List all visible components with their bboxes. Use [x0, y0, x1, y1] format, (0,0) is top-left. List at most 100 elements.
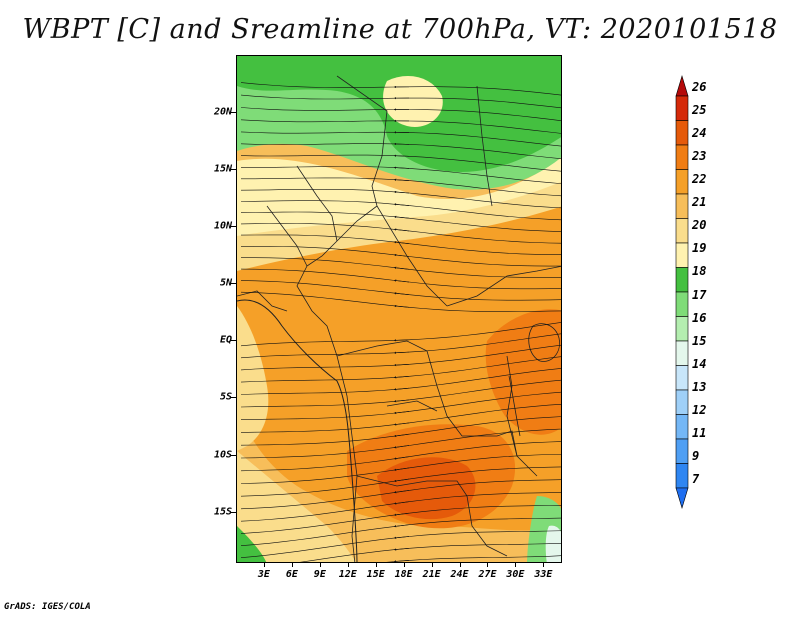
streamline-arrow: [393, 560, 410, 562]
colorbar-segment: [675, 316, 689, 342]
lon-tick-mark: [403, 562, 405, 567]
lon-tick-label: 6E: [285, 569, 298, 580]
streamline-arrow: [393, 411, 410, 415]
colorbar-label: 24: [692, 126, 707, 141]
colorbar-label: 21: [692, 195, 707, 210]
streamline-arrow: [393, 548, 410, 551]
streamline-arrow: [393, 501, 410, 505]
lon-tick-mark: [347, 562, 349, 567]
colorbar-label: 25: [692, 103, 707, 118]
lon-tick-label: 24E: [450, 569, 469, 580]
streamline-arrow: [393, 339, 410, 342]
streamlines: [240, 82, 561, 562]
colorbar-segment: [675, 193, 689, 219]
colorbar-segment: [675, 95, 689, 121]
streamline-arrow: [393, 304, 410, 308]
streamline-arrow: [393, 478, 410, 483]
colorbar-label: 23: [692, 149, 707, 164]
colorbar-label: 14: [692, 356, 707, 371]
lon-tick-label: 3E: [257, 569, 270, 580]
lat-tick-label: 5N: [219, 277, 232, 289]
colorbar-label: 11: [692, 425, 707, 440]
streamline-arrow: [393, 387, 410, 391]
colorbar-segment: [675, 267, 689, 293]
streamline-arrow: [393, 467, 410, 471]
coastline-west: [237, 299, 358, 562]
streamline-arrow: [393, 445, 410, 449]
lake-tanganyika: [508, 375, 521, 437]
streamline-arrow: [393, 166, 410, 169]
colorbar-label: 18: [692, 264, 707, 279]
streamline-arrow: [393, 524, 410, 528]
lon-tick-mark: [431, 562, 433, 567]
lat-tick-mark: [231, 112, 237, 114]
streamline-arrow: [393, 376, 410, 379]
chart-title: WBPT [C] and Sreamline at 700hPa, VT: 20…: [22, 14, 778, 45]
lon-tick-label: 21E: [422, 569, 441, 580]
lat-tick-label: 20N: [213, 106, 232, 118]
streamline-arrow: [393, 203, 410, 206]
colorbar-label: 17: [692, 287, 707, 302]
streamline-arrow: [393, 215, 410, 219]
streamline-arrow: [393, 253, 410, 257]
lat-tick-label: 10S: [213, 449, 232, 461]
colorbar-label: 16: [692, 310, 707, 325]
colorbar-segment: [675, 340, 689, 366]
streamline-arrow: [393, 351, 410, 354]
colorbar-label: 12: [692, 402, 707, 417]
lon-tick-label: 30E: [506, 569, 525, 580]
streamline-arrow: [393, 399, 410, 403]
streamline-arrow: [393, 536, 410, 539]
lon-tick-label: 33E: [534, 569, 553, 580]
wbpt-map: [237, 56, 561, 562]
colorbar-segment: [675, 291, 689, 317]
streamline-arrow: [393, 512, 410, 516]
lon-tick-mark: [319, 562, 321, 567]
streamline-arrow: [393, 266, 410, 270]
colorbar-label: 22: [692, 172, 707, 187]
colorbar-segment: [675, 218, 689, 244]
field-north-patch: [383, 76, 443, 127]
lat-tick-label: 15S: [213, 506, 232, 518]
colorbar-label: 7: [692, 472, 700, 486]
streamline-arrow: [393, 422, 410, 426]
colorbar: [675, 74, 689, 510]
lat-tick-mark: [231, 511, 237, 513]
lat-tick-label: 15N: [213, 163, 232, 175]
lat-tick-mark: [231, 283, 237, 285]
field-west-light: [237, 306, 269, 451]
streamline-arrow: [393, 279, 410, 283]
lat-tick-label: EQ: [219, 334, 232, 346]
lon-tick-mark: [459, 562, 461, 567]
lon-tick-label: 9E: [313, 569, 326, 580]
colorbar-label: 9: [692, 448, 700, 463]
colorbar-label: 26: [692, 80, 707, 94]
lon-tick-label: 15E: [366, 569, 385, 580]
streamline-arrow: [393, 490, 410, 494]
streamline-arrow: [393, 456, 410, 460]
lon-tick-mark: [515, 562, 517, 567]
colorbar-segment: [675, 463, 689, 489]
lat-tick-mark: [231, 226, 237, 228]
colorbar-segment: [675, 120, 689, 146]
lon-tick-label: 12E: [338, 569, 357, 580]
map-panel: [236, 55, 562, 563]
lon-tick-mark: [375, 562, 377, 567]
colorbar-arrow-top: [675, 74, 689, 97]
lat-tick-mark: [231, 397, 237, 399]
field-green-southwest: [237, 526, 267, 562]
streamline-arrow: [393, 292, 410, 296]
colorbar-segment: [675, 438, 689, 464]
streamline-arrow: [393, 241, 410, 245]
lon-tick-mark: [263, 562, 265, 567]
colorbar-label: 20: [692, 218, 707, 233]
field-yellow-band: [237, 181, 561, 271]
lon-tick-mark: [487, 562, 489, 567]
lon-tick-mark: [543, 562, 545, 567]
lon-tick-mark: [291, 562, 293, 567]
streamline-arrow: [393, 433, 410, 438]
colorbar-segment: [675, 414, 689, 440]
streamline-arrow: [393, 178, 410, 181]
lat-tick-mark: [231, 454, 237, 456]
lat-tick-label: 10N: [213, 220, 232, 232]
